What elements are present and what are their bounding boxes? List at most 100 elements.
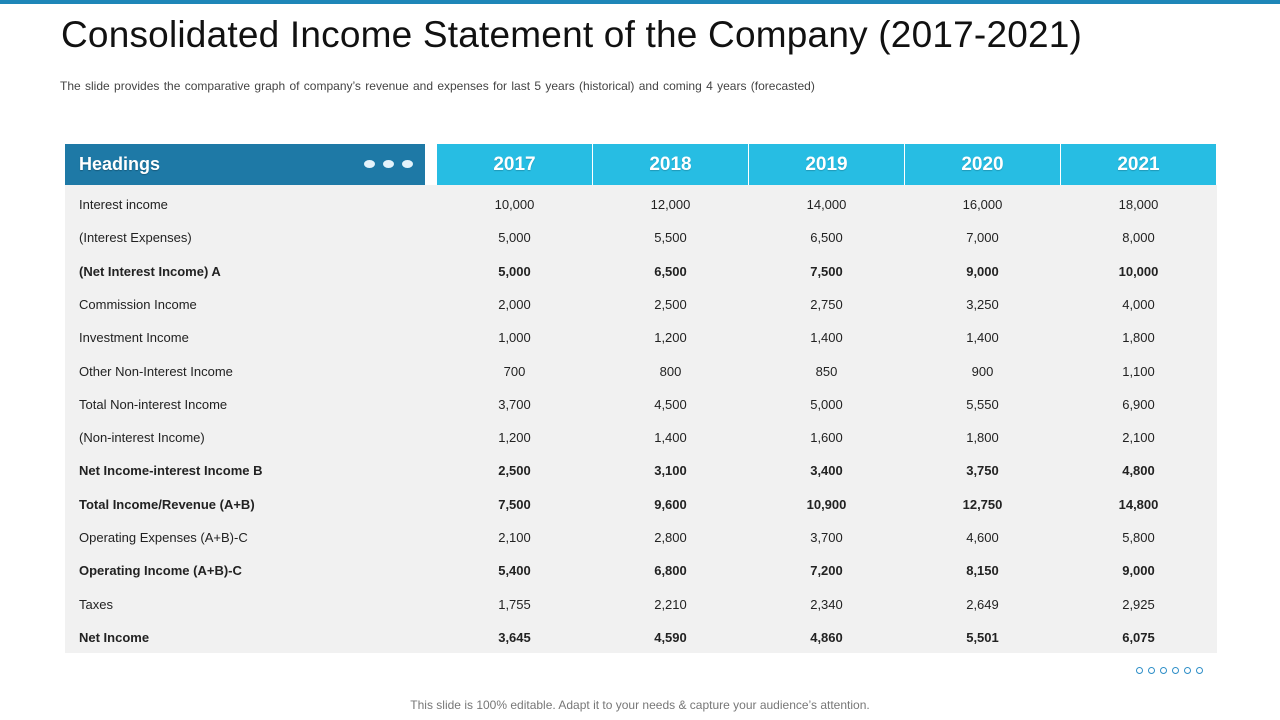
table-row: Taxes 1,755 2,210 2,340 2,649 2,925: [65, 588, 1217, 621]
slide-pager-dots-icon: [1136, 667, 1203, 674]
cell-2018: 2,210: [654, 596, 687, 612]
cell-2021: 6,900: [1122, 396, 1155, 412]
cell-2019: 7,200: [810, 563, 843, 579]
decorative-dots-icon: [364, 160, 413, 168]
cell-2017: 2,100: [498, 530, 531, 545]
row-label: (Interest Expenses): [79, 230, 192, 246]
table-row: (Net Interest Income) A 5,000 6,500 7,500 9,…: [65, 255, 1217, 288]
table-row: Total Non-interest Income 3,700 4,500 5,000…: [65, 388, 1217, 421]
cell-2019: 4,860: [810, 629, 843, 645]
table-row: (Interest Expenses) 5,000 5,500 6,500 7,000 8…: [65, 221, 1217, 254]
cell-2017: 5,000: [498, 263, 531, 279]
cell-2021: 1,100: [1122, 363, 1155, 379]
cell-2017: 1,755: [498, 596, 531, 612]
cell-2017: 1,000: [498, 330, 531, 346]
table-row: Net Income-interest Income B 2,500 3,100 3,…: [65, 454, 1217, 487]
cell-2018: 9,600: [654, 496, 687, 512]
cell-2020: 5,550: [966, 396, 999, 412]
cell-2019: 1,400: [810, 330, 843, 346]
row-label: Investment Income: [79, 330, 189, 346]
cell-2020: 3,250: [966, 296, 999, 312]
cell-2019: 850: [815, 363, 838, 379]
table-header-row: Headings 2017 2018 2019 2020 2021: [65, 144, 1217, 185]
table-body: Interest income 10,000 12,000 14,000 16,000 1…: [65, 185, 1217, 653]
row-label: Operating Income (A+B)-C: [79, 563, 242, 579]
row-label: Taxes: [79, 596, 113, 612]
headings-header-cell: Headings: [65, 144, 425, 185]
table-row: Commission Income 2,000 2,500 2,750 3,250 4,0…: [65, 288, 1217, 321]
table-row: (Non-interest Income) 1,200 1,400 1,600 1,80…: [65, 421, 1217, 454]
row-label: (Non-interest Income): [79, 430, 205, 446]
row-label: (Net Interest Income) A: [79, 263, 221, 279]
headings-label: Headings: [79, 154, 161, 174]
cell-2017: 1,200: [498, 430, 531, 446]
cell-2020: 900: [971, 363, 994, 379]
cell-2021: 5,800: [1122, 530, 1155, 545]
cell-2021: 6,075: [1122, 629, 1155, 645]
row-label: Total Non-interest Income: [79, 396, 228, 412]
cell-2020: 5,501: [966, 629, 999, 645]
table-row: Investment Income 1,000 1,200 1,400 1,400 1,8…: [65, 321, 1217, 354]
cell-2018: 12,000: [650, 197, 691, 212]
row-label: Commission Income: [79, 296, 197, 312]
footer-note: This slide is 100% editable. Adapt it to…: [410, 698, 870, 712]
income-statement-table: Headings 2017 2018 2019 2020 2021 Intere…: [65, 144, 1217, 653]
table-row: Operating Income (A+B)-C 5,400 6,800 7,200 8…: [65, 554, 1217, 587]
cell-2018: 2,800: [654, 530, 687, 545]
cell-2021: 14,800: [1118, 496, 1159, 512]
cell-2021: 9,000: [1122, 563, 1155, 579]
cell-2019: 2,340: [810, 596, 843, 612]
cell-2019: 10,900: [806, 496, 847, 512]
cell-2018: 800: [659, 363, 682, 379]
cell-2020: 8,150: [966, 563, 999, 579]
cell-2019: 1,600: [810, 430, 843, 446]
table-row: Other Non-Interest Income 700 800 850 900 1,1…: [65, 355, 1217, 388]
cell-2021: 4,800: [1122, 463, 1155, 479]
cell-2018: 1,400: [654, 430, 687, 446]
cell-2021: 2,925: [1122, 596, 1155, 612]
year-header-2018: 2018: [593, 144, 748, 185]
cell-2018: 2,500: [654, 296, 687, 312]
cell-2018: 1,200: [654, 330, 687, 346]
cell-2021: 1,800: [1122, 330, 1155, 346]
table-row: Net Income 3,645 4,590 4,860 5,501 6,075: [65, 621, 1217, 654]
cell-2019: 6,500: [810, 230, 843, 246]
cell-2019: 2,750: [810, 296, 843, 312]
cell-2021: 4,000: [1122, 296, 1155, 312]
top-accent-bar: [0, 0, 1280, 4]
cell-2017: 3,645: [498, 629, 531, 645]
cell-2017: 3,700: [498, 396, 531, 412]
cell-2019: 5,000: [810, 396, 843, 412]
row-label: Net Income-interest Income B: [79, 463, 263, 479]
cell-2020: 7,000: [966, 230, 999, 246]
cell-2019: 3,400: [810, 463, 843, 479]
row-label: Operating Expenses (A+B)-C: [79, 530, 248, 545]
cell-2018: 5,500: [654, 230, 687, 246]
cell-2017: 700: [503, 363, 526, 379]
row-label: Interest income: [79, 197, 168, 212]
cell-2021: 2,100: [1122, 430, 1155, 446]
cell-2020: 3,750: [966, 463, 999, 479]
cell-2017: 5,000: [498, 230, 531, 246]
cell-2020: 9,000: [966, 263, 999, 279]
cell-2018: 6,500: [654, 263, 687, 279]
cell-2019: 14,000: [806, 197, 847, 212]
cell-2020: 1,800: [966, 430, 999, 446]
cell-2021: 10,000: [1118, 263, 1159, 279]
cell-2020: 12,750: [962, 496, 1003, 512]
cell-2019: 3,700: [810, 530, 843, 545]
cell-2017: 10,000: [494, 197, 535, 212]
cell-2018: 4,500: [654, 396, 687, 412]
year-header-2021: 2021: [1061, 144, 1216, 185]
cell-2017: 7,500: [498, 496, 531, 512]
cell-2021: 18,000: [1118, 197, 1159, 212]
page-subtitle: The slide provides the comparative graph…: [60, 79, 815, 93]
cell-2018: 4,590: [654, 629, 687, 645]
cell-2020: 1,400: [966, 330, 999, 346]
row-label: Net Income: [79, 629, 150, 645]
table-row: Operating Expenses (A+B)-C 2,100 2,800 3,70…: [65, 521, 1217, 554]
cell-2021: 8,000: [1122, 230, 1155, 246]
cell-2020: 4,600: [966, 530, 999, 545]
table-row: Total Income/Revenue (A+B) 7,500 9,600 10,9…: [65, 488, 1217, 521]
cell-2018: 3,100: [654, 463, 687, 479]
